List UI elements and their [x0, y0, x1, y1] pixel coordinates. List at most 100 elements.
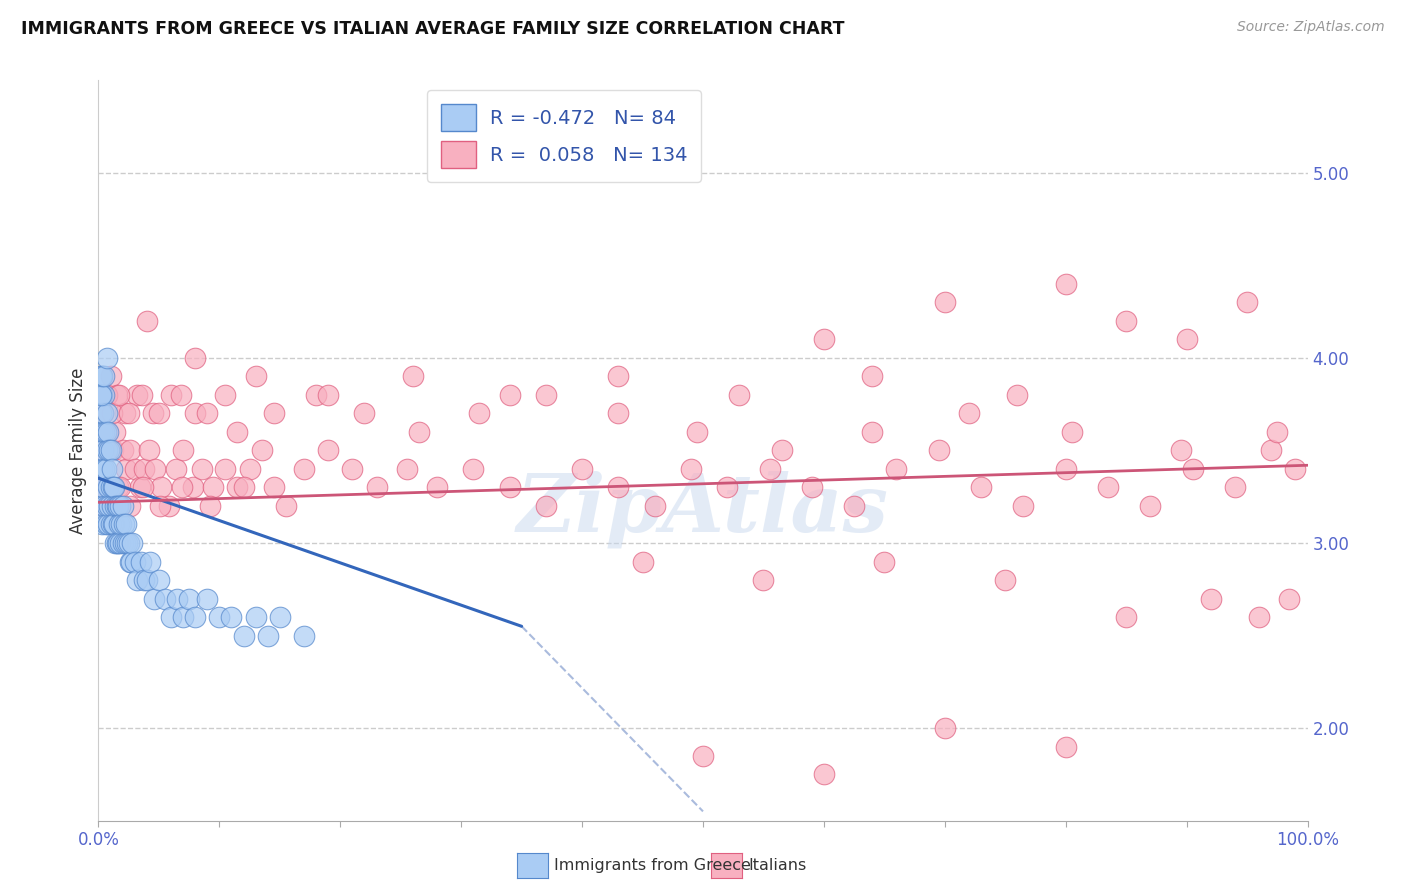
Point [93, 425, 115, 439]
Point [256, 628, 278, 642]
Point [208, 610, 231, 624]
Point [94, 462, 117, 476]
Point [134, 462, 156, 476]
Point [114, 536, 136, 550]
Point [91, 499, 114, 513]
Point [1012, 499, 1035, 513]
Point [105, 499, 128, 513]
Point [994, 573, 1017, 587]
Point [184, 351, 207, 365]
Point [1115, 314, 1137, 328]
Point [153, 591, 176, 606]
Point [100, 499, 122, 513]
Point [117, 536, 139, 550]
Point [111, 499, 134, 513]
Point [195, 406, 218, 420]
Point [226, 480, 249, 494]
Point [135, 314, 157, 328]
Point [316, 388, 339, 402]
Point [124, 555, 146, 569]
Point [143, 591, 166, 606]
Point [89, 388, 111, 402]
Point [172, 443, 194, 458]
Point [631, 555, 654, 569]
Point [105, 388, 128, 402]
Point [96, 388, 118, 402]
Point [108, 517, 131, 532]
Point [90, 443, 112, 458]
Point [98, 499, 121, 513]
Point [934, 295, 956, 310]
Point [107, 480, 129, 494]
Point [195, 591, 218, 606]
Point [100, 406, 122, 420]
Point [104, 425, 127, 439]
Point [114, 406, 136, 420]
Point [96, 443, 118, 458]
Point [1181, 462, 1204, 476]
Point [103, 480, 125, 494]
Point [115, 462, 138, 476]
Point [191, 462, 214, 476]
Point [129, 555, 152, 569]
Point [1054, 277, 1077, 291]
Point [844, 499, 866, 513]
Point [104, 536, 127, 550]
Point [292, 462, 315, 476]
Point [970, 480, 993, 494]
Point [534, 388, 557, 402]
Point [395, 462, 418, 476]
Point [860, 425, 883, 439]
Point [758, 462, 780, 476]
Point [127, 573, 149, 587]
Point [97, 425, 120, 439]
Point [245, 610, 267, 624]
Point [100, 517, 122, 532]
Point [108, 536, 131, 550]
Point [274, 499, 297, 513]
Point [139, 555, 162, 569]
Point [157, 499, 180, 513]
Point [143, 462, 166, 476]
Point [468, 406, 491, 420]
Point [132, 480, 155, 494]
Point [928, 443, 950, 458]
Point [1223, 480, 1246, 494]
Point [245, 369, 267, 384]
Point [607, 406, 630, 420]
Text: Source: ZipAtlas.com: Source: ZipAtlas.com [1237, 20, 1385, 34]
Point [134, 573, 156, 587]
Point [263, 480, 285, 494]
Point [149, 499, 172, 513]
Point [292, 628, 315, 642]
Point [214, 462, 236, 476]
Point [89, 443, 111, 458]
Point [89, 425, 111, 439]
Point [135, 573, 157, 587]
Point [679, 462, 702, 476]
Point [121, 536, 143, 550]
Point [571, 462, 593, 476]
Point [1054, 739, 1077, 754]
Point [107, 499, 129, 513]
Text: IMMIGRANTS FROM GREECE VS ITALIAN AVERAGE FAMILY SIZE CORRELATION CHART: IMMIGRANTS FROM GREECE VS ITALIAN AVERAG… [21, 20, 845, 37]
Point [118, 536, 141, 550]
Point [607, 369, 630, 384]
Point [166, 591, 188, 606]
Point [1236, 295, 1258, 310]
Point [124, 462, 146, 476]
Point [90, 406, 112, 420]
Point [93, 443, 115, 458]
Point [110, 517, 132, 532]
Point [91, 406, 114, 420]
Point [263, 406, 285, 420]
Point [94, 425, 117, 439]
Point [128, 480, 150, 494]
Point [97, 480, 120, 494]
Text: ZipAtlas: ZipAtlas [517, 471, 889, 549]
Point [770, 443, 793, 458]
Point [91, 443, 114, 458]
Point [118, 443, 141, 458]
Point [108, 499, 131, 513]
Point [101, 517, 124, 532]
